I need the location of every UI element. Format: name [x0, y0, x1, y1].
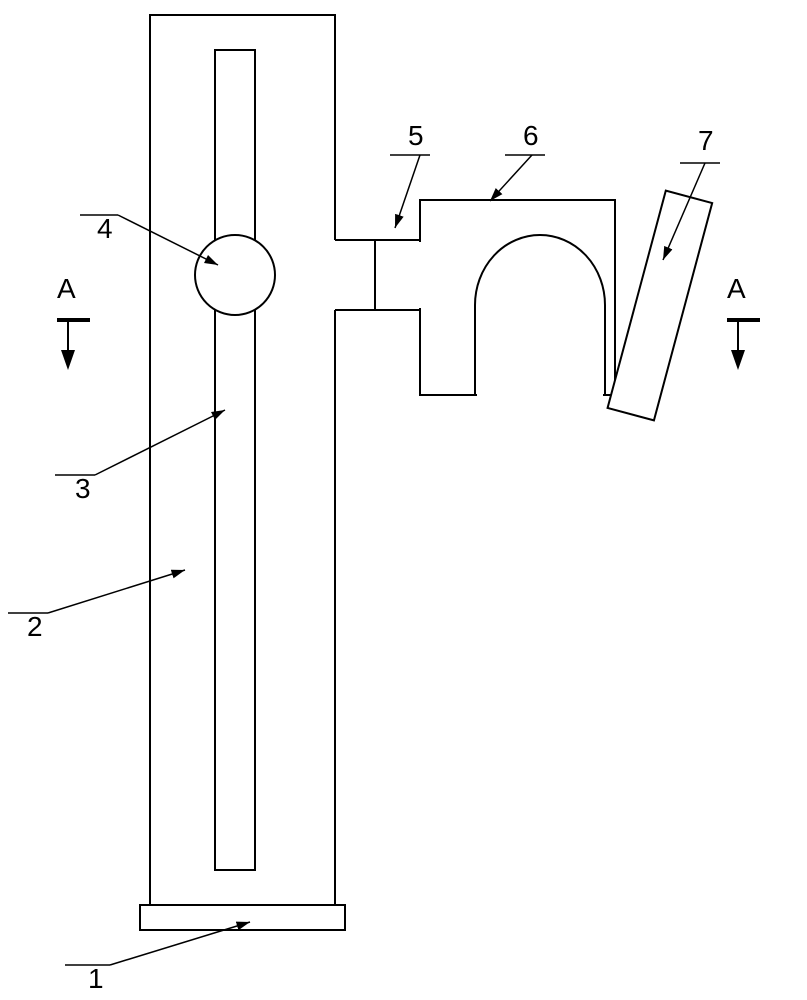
callout-6: 6 — [490, 120, 545, 201]
callout-2: 2 — [8, 570, 185, 642]
label-2: 2 — [27, 611, 43, 642]
label-1: 1 — [88, 963, 104, 994]
technical-diagram: A A 1 2 3 4 — [0, 0, 807, 1000]
section-mark-left: A — [57, 273, 90, 370]
label-5: 5 — [408, 120, 424, 151]
main-column — [150, 15, 335, 905]
label-4: 4 — [97, 213, 113, 244]
callout-1: 1 — [65, 922, 250, 994]
section-mark-right: A — [727, 273, 760, 370]
clamp-box — [420, 200, 615, 395]
base-plate — [140, 905, 345, 930]
circle-knob — [195, 235, 275, 315]
label-6: 6 — [523, 120, 539, 151]
connector-block — [375, 240, 420, 310]
section-label-left: A — [57, 273, 76, 304]
callout-3: 3 — [55, 410, 225, 504]
label-3: 3 — [75, 473, 91, 504]
section-label-right: A — [727, 273, 746, 304]
inner-slot — [215, 50, 255, 870]
tilted-flap — [608, 191, 713, 421]
label-7: 7 — [698, 125, 714, 156]
